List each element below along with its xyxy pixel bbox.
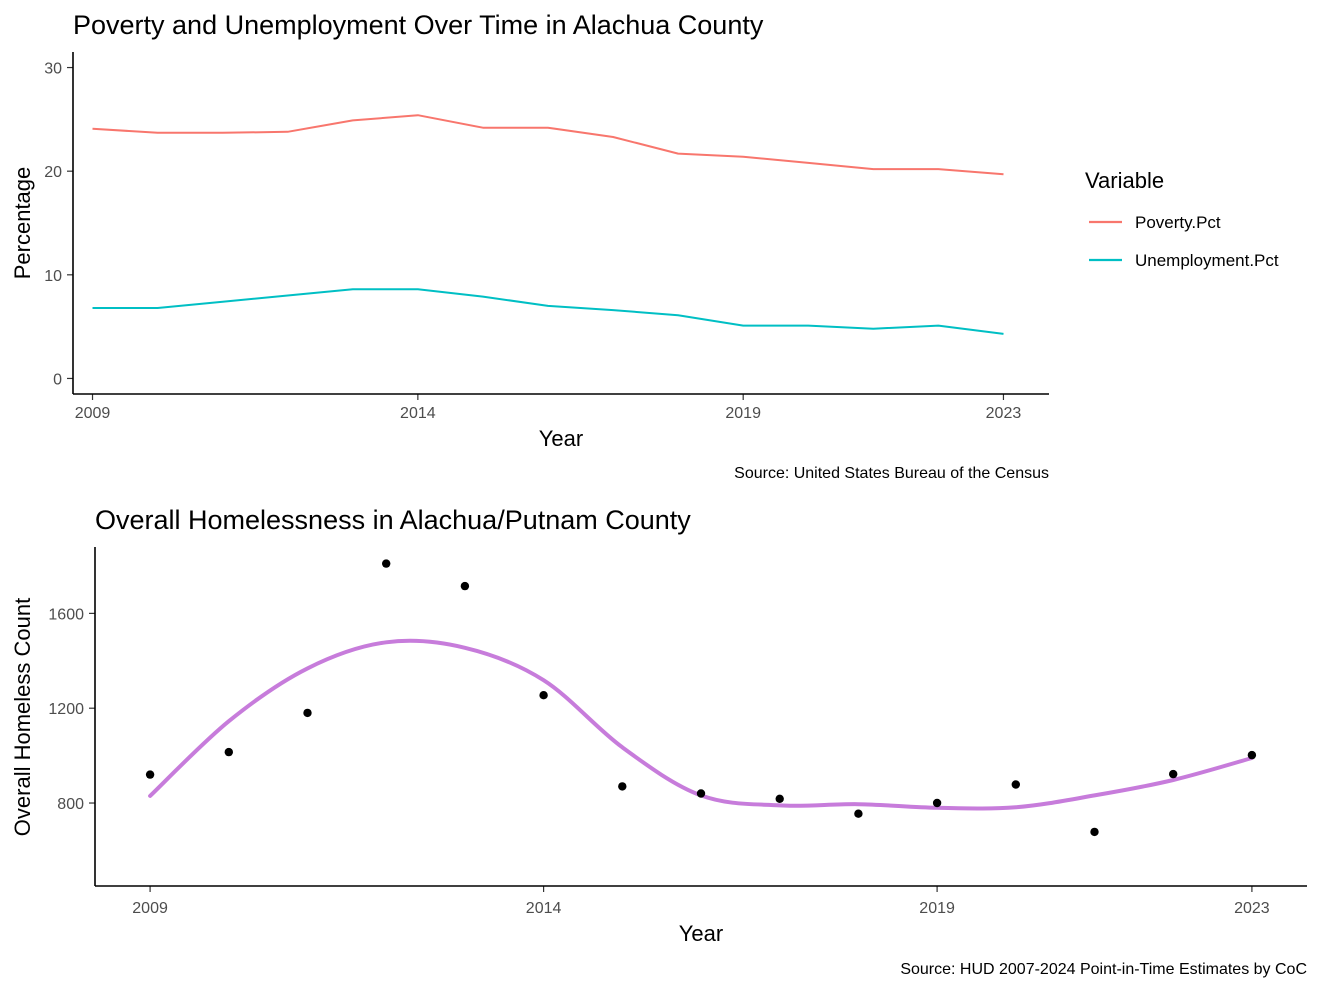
data-point: [1011, 780, 1020, 789]
series-line-unemployment-pct: [92, 288, 1004, 335]
data-point: [460, 581, 470, 591]
poverty-unemployment-chart: Poverty and Unemployment Over Time in Al…: [10, 10, 1279, 482]
chart2-ticks: 2009 2014 2019 2023 800 1200 1600: [48, 606, 1269, 917]
legend-label-poverty: Poverty.Pct: [1135, 213, 1221, 232]
chart1-y-axis-title: Percentage: [10, 167, 35, 280]
legend-title: Variable: [1085, 168, 1164, 193]
chart2-title: Overall Homelessness in Alachua/Putnam C…: [95, 505, 691, 535]
chart2-points: [145, 559, 1257, 837]
chart2-caption: Source: HUD 2007-2024 Point-in-Time Esti…: [900, 961, 1307, 978]
chart1-ticks: 2009 2014 2019 2023 0 10 20 30: [44, 61, 1021, 422]
chart2-y-axis-title: Overall Homeless Count: [10, 598, 35, 836]
data-point: [303, 708, 312, 718]
chart1-caption: Source: United States Bureau of the Cens…: [734, 465, 1049, 482]
homelessness-chart: Overall Homelessness in Alachua/Putnam C…: [10, 505, 1307, 978]
chart1-x-tick-label: 2023: [986, 405, 1022, 422]
chart1-series: [92, 114, 1004, 335]
chart2-x-tick-label: 2019: [919, 900, 955, 917]
legend-label-unemployment: Unemployment.Pct: [1135, 251, 1279, 270]
chart2-x-tick-label: 2023: [1234, 900, 1270, 917]
chart1-legend: Variable Poverty.Pct Unemployment.Pct: [1085, 168, 1279, 270]
chart2-y-tick-label: 800: [57, 796, 84, 813]
data-point: [382, 559, 391, 568]
data-point: [1090, 827, 1099, 837]
data-point: [696, 789, 706, 798]
chart1-y-tick-label: 10: [44, 268, 62, 285]
chart2-x-axis-title: Year: [679, 921, 723, 946]
chart1-title: Poverty and Unemployment Over Time in Al…: [73, 10, 764, 40]
chart1-x-axis-title: Year: [539, 426, 583, 451]
chart1-y-tick-label: 0: [53, 371, 62, 388]
chart1-y-tick-label: 20: [44, 164, 62, 181]
data-point: [145, 770, 155, 779]
chart1-x-tick-label: 2019: [725, 405, 761, 422]
data-point: [1247, 750, 1257, 760]
data-point: [1169, 769, 1178, 779]
chart2-x-tick-label: 2009: [132, 900, 168, 917]
data-point: [539, 691, 548, 700]
chart1-x-tick-label: 2009: [75, 405, 111, 422]
chart2-smooth-line-group: [148, 638, 1254, 811]
chart2-y-tick-label: 1200: [48, 701, 84, 718]
data-point: [224, 747, 233, 757]
chart1-y-tick-label: 30: [44, 61, 62, 78]
chart1-x-tick-label: 2014: [400, 405, 436, 422]
data-point: [775, 794, 784, 803]
data-point: [854, 809, 863, 818]
chart2-x-tick-label: 2014: [526, 900, 562, 917]
data-point: [932, 798, 942, 808]
smooth-trend-line: [148, 638, 1254, 811]
chart2-y-tick-label: 1600: [48, 606, 84, 623]
series-line-poverty-pct: [92, 114, 1004, 176]
data-point: [618, 782, 627, 791]
